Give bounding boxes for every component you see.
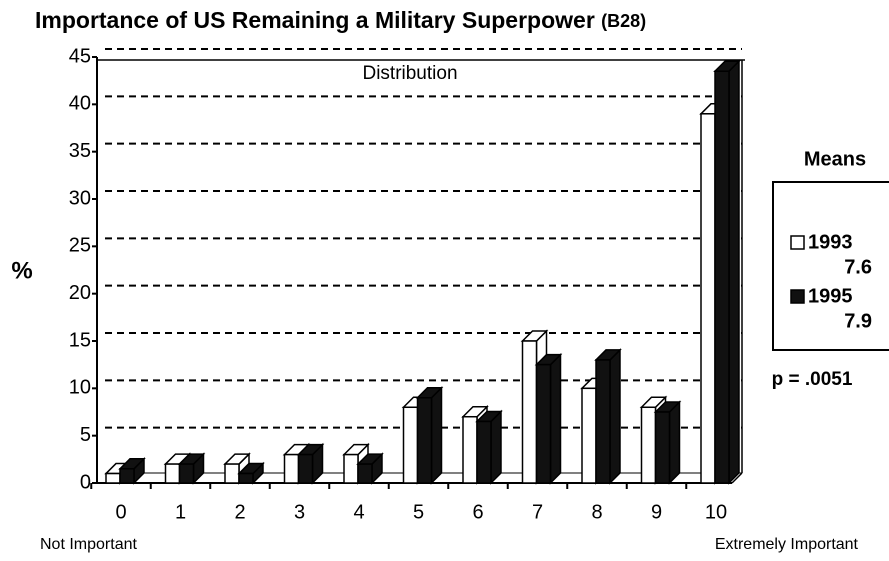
- bar-side: [490, 409, 502, 485]
- y-tick-label: 30: [69, 187, 91, 209]
- legend-label: 1993: [808, 231, 853, 253]
- x-tick-label: 6: [472, 501, 483, 523]
- x-tick-label: 1: [175, 501, 186, 523]
- bar: [462, 415, 478, 484]
- x-tick-label: 7: [532, 501, 543, 523]
- y-label: %: [11, 257, 32, 284]
- y-tick-label: 25: [69, 235, 91, 257]
- y-tick-label: 35: [69, 140, 91, 162]
- subtitle: Distribution: [362, 63, 457, 84]
- legend-swatch: [790, 235, 805, 250]
- x-tick-label: 9: [651, 501, 662, 523]
- bar: [283, 453, 300, 484]
- x-tick-label: 2: [234, 501, 245, 523]
- bar: [654, 411, 671, 484]
- bar-side: [430, 385, 443, 485]
- x-tick-label: 8: [591, 501, 602, 523]
- x-tick-label: 4: [353, 501, 364, 523]
- legend-box: [772, 181, 889, 351]
- y-tick-label: 40: [69, 93, 91, 115]
- chart-title: Importance of US Remaining a Military Su…: [35, 7, 646, 33]
- bar: [581, 387, 597, 484]
- bar: [357, 463, 373, 484]
- y-tick-label: 20: [69, 282, 91, 304]
- bar: [224, 463, 240, 484]
- y-tick-label: 15: [69, 329, 91, 351]
- x-tick-label: 10: [705, 501, 727, 523]
- bar: [476, 420, 492, 484]
- legend-label: 1995: [808, 285, 853, 307]
- legend-swatch: [790, 289, 805, 304]
- bar: [105, 472, 121, 484]
- legend-mean: 7.9: [844, 310, 872, 332]
- x-label-left: Not Important: [40, 536, 137, 553]
- bar: [238, 472, 254, 484]
- bar: [119, 468, 135, 484]
- y-tick-label: 0: [80, 471, 91, 493]
- title-code: (B28): [601, 11, 646, 31]
- y-tick-label: 45: [69, 45, 91, 67]
- bar: [416, 397, 433, 484]
- y-tick-label: 10: [69, 377, 91, 399]
- annotation: p = .0051: [772, 369, 853, 390]
- bar: [297, 453, 314, 484]
- x-tick-label: 5: [413, 501, 424, 523]
- legend-title: Means: [804, 148, 866, 170]
- bar-side: [549, 352, 562, 485]
- x-label-right: Extremely Important: [715, 536, 859, 553]
- bar: [521, 340, 538, 484]
- bar-side: [609, 348, 621, 485]
- y-tick-label: 5: [80, 424, 91, 446]
- floor-edge: [731, 472, 743, 484]
- x-tick-label: 3: [294, 501, 305, 523]
- legend-mean: 7.6: [844, 256, 872, 278]
- bar: [164, 463, 181, 484]
- bar: [178, 463, 195, 484]
- bar: [343, 453, 359, 484]
- bar: [714, 70, 730, 484]
- bar-side: [668, 400, 681, 485]
- bar: [595, 359, 611, 484]
- bar: [535, 363, 552, 484]
- bar: [640, 406, 657, 484]
- x-tick-label: 0: [115, 501, 126, 523]
- title-main: Importance of US Remaining a Military Su…: [35, 7, 595, 33]
- bar-side: [728, 59, 740, 485]
- bar: [700, 113, 716, 484]
- bar: [402, 406, 419, 484]
